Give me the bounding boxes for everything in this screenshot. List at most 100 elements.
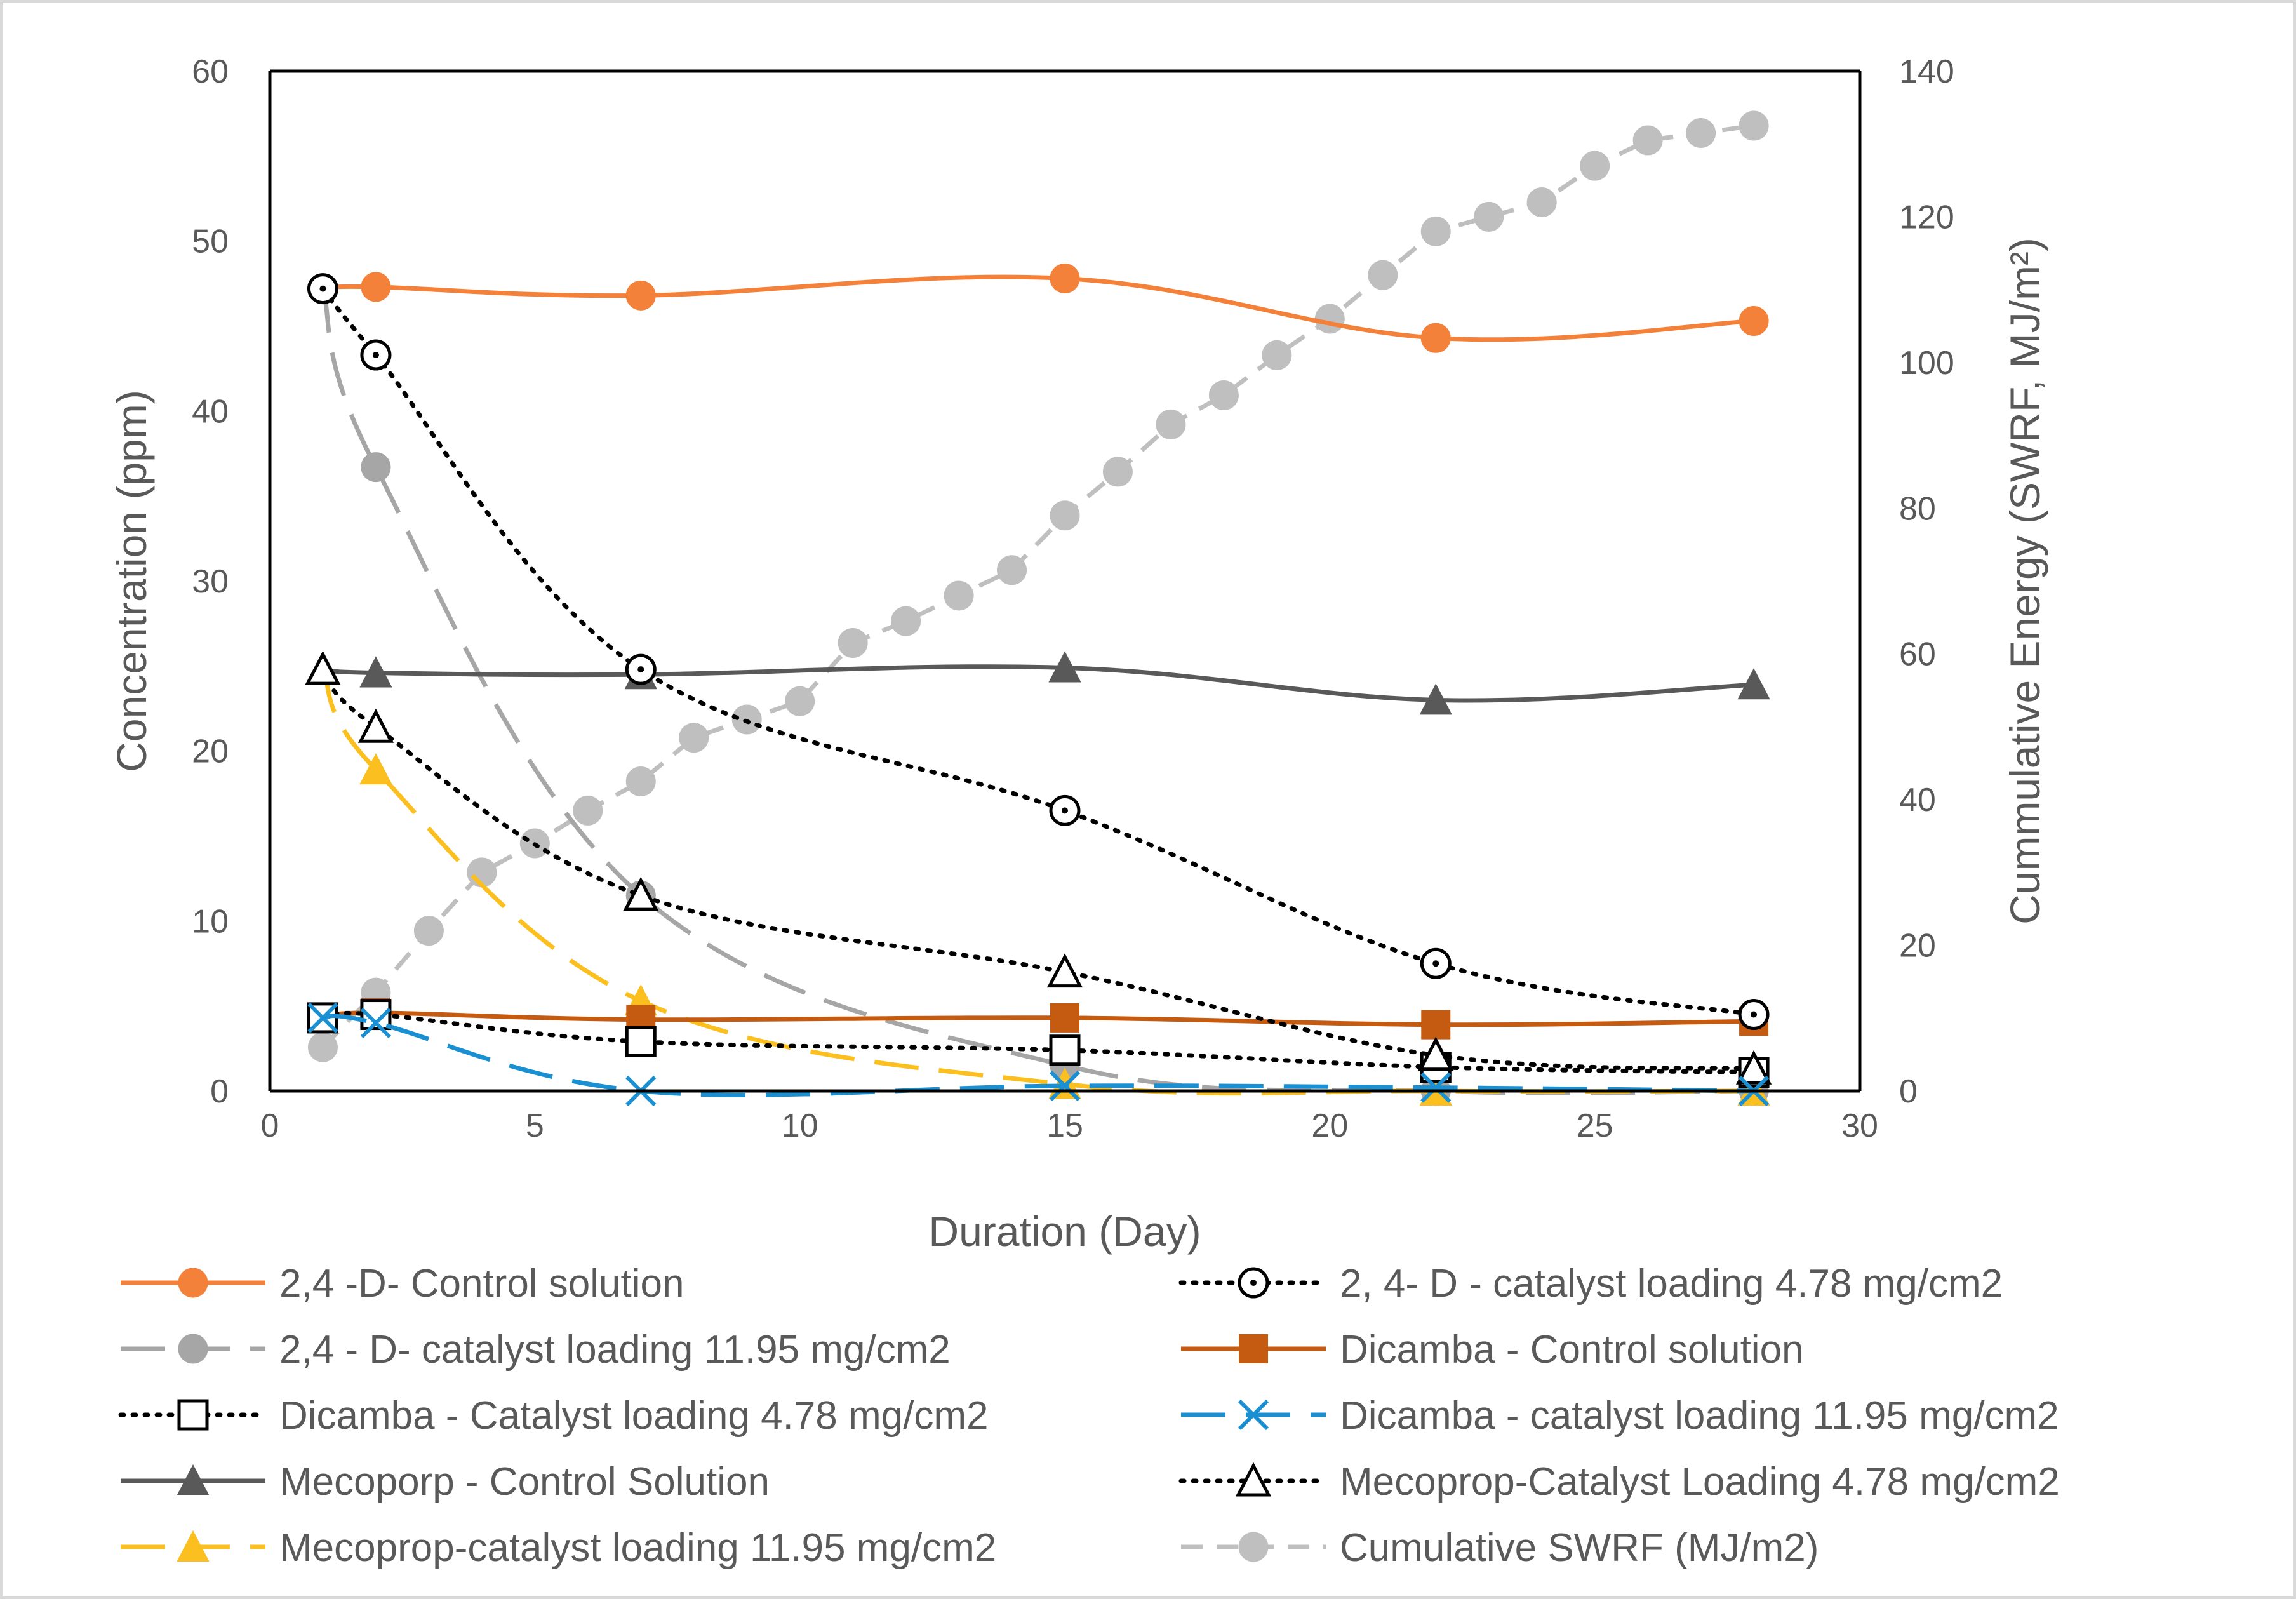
legend-label: 2,4 -D- Control solution: [279, 1262, 684, 1306]
data-point-marker: [1049, 1070, 1081, 1102]
x-tick-label: 25: [1577, 1107, 1613, 1144]
series-line: [321, 668, 1754, 1096]
legend-marker: [1238, 1399, 1269, 1431]
x-tick-label: 15: [1046, 1107, 1083, 1144]
series-line: [323, 274, 1754, 342]
data-point-marker: [573, 795, 603, 826]
data-point-marker: [1737, 668, 1770, 700]
data-point-marker: [361, 272, 391, 302]
y-axis-left-title: Concentration (ppm): [108, 390, 155, 772]
data-point-marker: [623, 876, 659, 911]
data-point-marker: [1739, 305, 1769, 336]
y-right-tick-label: 120: [1899, 199, 1954, 236]
data-point-marker: [891, 606, 921, 636]
data-point-marker: [307, 1002, 338, 1034]
legend-entry: 2,4 - D- catalyst loading 11.95 mg/cm2: [121, 1328, 951, 1372]
legend-label: Mecoprop-Catalyst Loading 4.78 mg/cm2: [1340, 1460, 2060, 1504]
y-axis-right-title: Cummulative Energy (SWRF, MJ/m²): [2001, 238, 2048, 925]
y-right-tick-label: 80: [1899, 490, 1936, 527]
data-point-marker: [1739, 110, 1769, 141]
legend-marker: [177, 1530, 210, 1562]
data-point-marker: [1474, 201, 1504, 232]
data-point-marker: [360, 1007, 392, 1039]
data-point-marker: [1050, 500, 1080, 531]
legend-entry: Dicamba - Control solution: [1181, 1328, 1804, 1372]
legend-label: Mecoprop-catalyst loading 11.95 mg/cm2: [279, 1526, 996, 1570]
data-point-marker: [1419, 683, 1452, 715]
legend-label: 2,4 - D- catalyst loading 11.95 mg/cm2: [279, 1328, 951, 1372]
legend-label: 2, 4- D - catalyst loading 4.78 mg/cm2: [1340, 1262, 2003, 1306]
x-tick-label: 20: [1311, 1107, 1348, 1144]
data-point-marker: [1420, 1072, 1452, 1103]
data-point-marker: [357, 708, 394, 743]
data-point-marker-center: [1751, 1011, 1758, 1018]
data-point-marker-stroke-b: [360, 1007, 392, 1039]
legend-entry: Mecoporp - Control Solution: [121, 1460, 770, 1504]
y-left-tick-label: 10: [192, 903, 229, 940]
legend-entry: Cumulative SWRF (MJ/m2): [1181, 1526, 1819, 1570]
data-point-marker: [785, 686, 815, 716]
data-point-marker: [679, 723, 709, 753]
y-left-tick-label: 20: [192, 733, 229, 770]
y-left-tick-label: 50: [192, 224, 229, 260]
data-point-marker-center: [372, 352, 379, 359]
y-left-tick-label: 60: [192, 53, 229, 90]
data-point-marker: [997, 555, 1027, 585]
data-point-marker: [625, 1026, 657, 1057]
legend: 2,4 -D- Control solution 2, 4- D - cataly…: [118, 1262, 2060, 1570]
data-point-marker: [1262, 340, 1292, 370]
data-point-marker: [1208, 380, 1239, 410]
y-left-tick-label: 40: [192, 393, 229, 430]
legend-marker: [1239, 1334, 1268, 1363]
data-point-marker: [944, 580, 974, 611]
series-line: [321, 123, 1754, 1049]
x-tick-label: 10: [782, 1107, 818, 1144]
legend-marker: [1238, 1532, 1269, 1562]
data-point-marker: [1420, 216, 1451, 246]
data-point-marker-center: [1062, 807, 1068, 814]
data-point-marker: [1046, 953, 1083, 988]
legend-marker: [178, 1334, 208, 1364]
y-right-tick-label: 0: [1899, 1073, 1918, 1110]
data-point-marker: [1686, 118, 1716, 149]
plot-lines: [305, 110, 1772, 1107]
series-5: [307, 1002, 1770, 1107]
data-point-marker: [625, 280, 656, 311]
series-line: [323, 1014, 1754, 1097]
data-point-marker: [1420, 323, 1451, 353]
data-point-marker: [359, 656, 392, 688]
y-right-tick-label: 60: [1899, 636, 1936, 673]
series-line: [321, 288, 1754, 1095]
data-point-marker: [838, 628, 868, 659]
data-point-marker: [361, 452, 391, 483]
legend-label: Dicamba - Catalyst loading 4.78 mg/cm2: [279, 1394, 988, 1438]
legend-entry: 2, 4- D - catalyst loading 4.78 mg/cm2: [1178, 1262, 2003, 1306]
data-point-marker: [1102, 457, 1133, 487]
legend-label: Dicamba - catalyst loading 11.95 mg/cm2: [1340, 1394, 2059, 1438]
y-left-tick-label: 0: [210, 1073, 229, 1110]
data-point-marker-stroke-b: [1049, 1070, 1081, 1102]
series-0: [307, 264, 1769, 353]
series-2: [307, 274, 1769, 1106]
data-point-marker-center: [319, 285, 326, 292]
legend-marker: [177, 1464, 210, 1495]
y-right-tick-label: 100: [1899, 345, 1954, 382]
data-point-marker-center: [1432, 960, 1439, 967]
series-line: [322, 1010, 1754, 1027]
series-7: [305, 650, 1772, 1085]
series-line: [320, 667, 1756, 1071]
data-point-marker: [1050, 264, 1080, 294]
y-right-tick-label: 140: [1899, 53, 1954, 90]
y-right-tick-labels: 0 20 40 60 80 100 120 140: [1899, 53, 1954, 1110]
data-point-marker: [359, 753, 392, 785]
data-point-marker: [1580, 151, 1610, 181]
x-axis-title: Duration (Day): [928, 1208, 1201, 1255]
data-point-marker: [1526, 187, 1557, 217]
y-left-tick-label: 30: [192, 563, 229, 600]
data-point-marker: [1735, 1050, 1772, 1085]
data-point-marker: [305, 650, 341, 685]
legend-entry: Mecoprop-Catalyst Loading 4.78 mg/cm2: [1178, 1460, 2060, 1504]
legend-entry: 2,4 -D- Control solution: [121, 1262, 684, 1306]
data-point-marker: [625, 766, 656, 796]
